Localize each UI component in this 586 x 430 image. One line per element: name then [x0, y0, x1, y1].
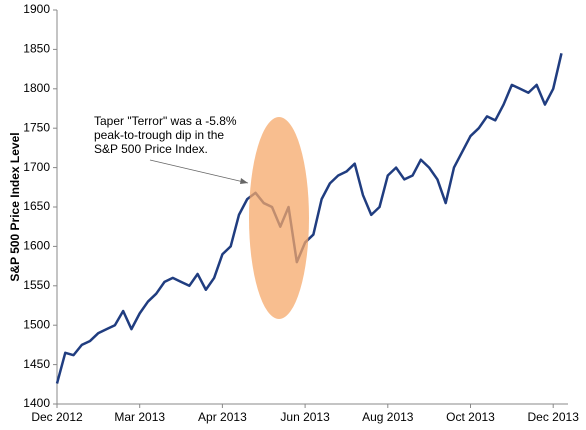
y-tick-label: 1900 — [23, 2, 50, 16]
y-tick-label: 1500 — [23, 317, 50, 331]
y-tick-label: 1850 — [23, 42, 50, 56]
x-tick-label: Oct 2013 — [446, 410, 495, 424]
annotation-arrow — [149, 159, 249, 184]
x-tick-label: Jun 2013 — [280, 410, 330, 424]
y-axis-label: S&P 500 Price Index Level — [8, 132, 22, 281]
y-tick-label: 1650 — [23, 199, 50, 213]
y-tick-label: 1450 — [23, 357, 50, 371]
y-tick-label: 1800 — [23, 81, 50, 95]
x-tick-label: Mar 2013 — [114, 410, 165, 424]
y-tick-label: 1700 — [23, 160, 50, 174]
y-tick-label: 1750 — [23, 120, 50, 134]
annotation-text: peak-to-trough dip in the — [94, 128, 224, 142]
y-tick-label: 1600 — [23, 239, 50, 253]
y-tick-label: 1400 — [23, 396, 50, 410]
arrow-head — [240, 178, 248, 184]
x-tick-label: Dec 2013 — [528, 410, 580, 424]
series-line — [55, 53, 563, 384]
x-tick-label: Dec 2012 — [31, 410, 83, 424]
annotation-text: Taper "Terror" was a -5.8% — [94, 114, 237, 128]
y-tick-label: 1550 — [23, 278, 50, 292]
annotation-text: S&P 500 Price Index. — [94, 142, 208, 156]
highlight-ellipse — [249, 117, 309, 319]
x-tick-label: Apr 2013 — [198, 410, 247, 424]
x-tick-label: Aug 2013 — [362, 410, 414, 424]
